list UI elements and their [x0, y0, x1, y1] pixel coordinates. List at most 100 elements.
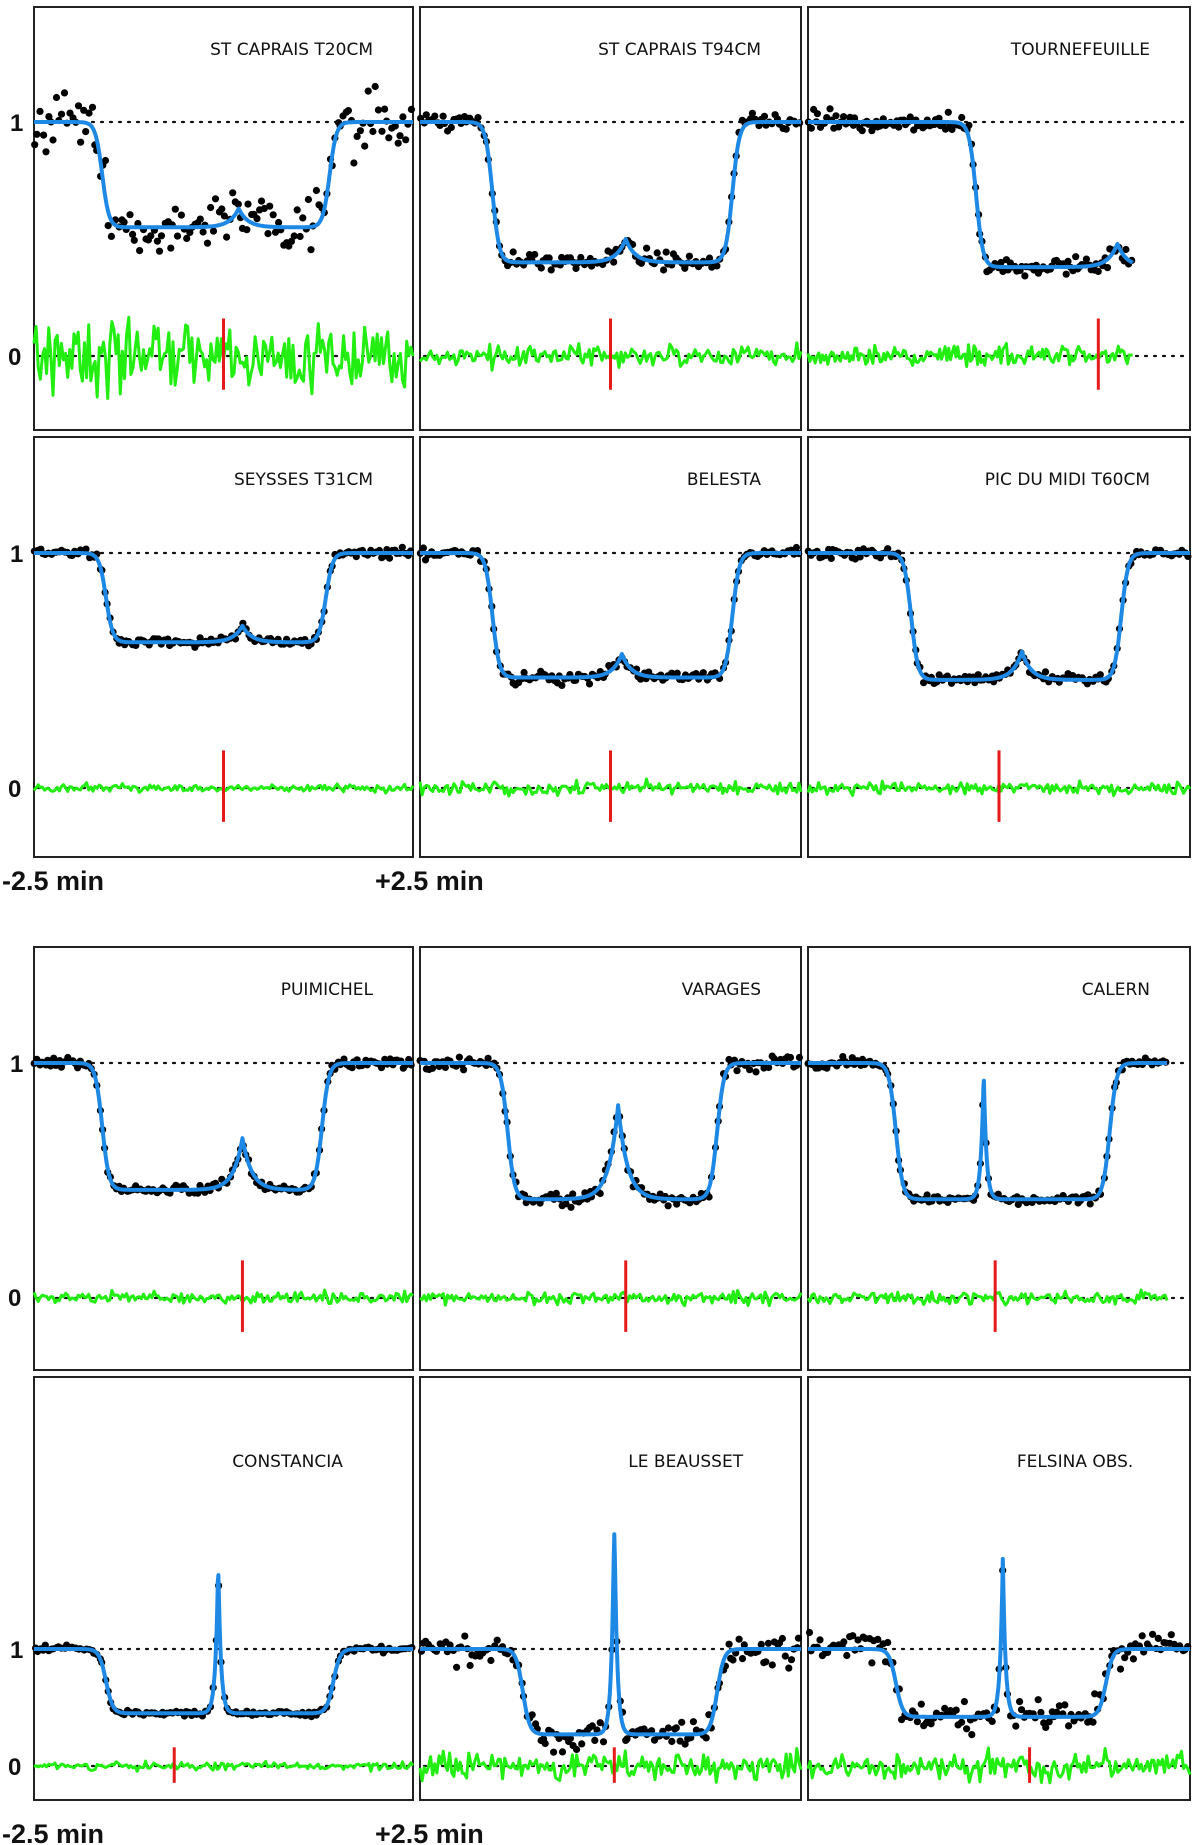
panel-pic-du-midi-t60cm: PIC DU MIDI T60CM — [804, 436, 1192, 858]
data-point — [31, 141, 39, 149]
data-point — [1062, 270, 1070, 278]
data-point — [484, 1054, 492, 1062]
data-point — [840, 1638, 848, 1646]
data-point — [173, 232, 182, 240]
residuals-puimichel — [32, 1288, 414, 1305]
model-fit-puimichel — [32, 1061, 415, 1192]
data-point — [104, 222, 112, 230]
data-point — [196, 215, 204, 223]
data-point — [699, 669, 707, 677]
data-point — [422, 111, 430, 119]
data-point — [573, 1745, 581, 1754]
data-point — [299, 214, 307, 222]
panel-frame-le-beausset — [419, 1376, 802, 1801]
data-point — [136, 247, 144, 255]
panel-frame-puimichel — [33, 946, 414, 1371]
data-point — [374, 106, 382, 114]
data-point — [57, 1063, 65, 1071]
data-point — [1129, 1655, 1137, 1663]
data-points-st-caprais-t20cm — [31, 82, 415, 255]
data-point — [1091, 1690, 1099, 1698]
data-point — [307, 246, 315, 254]
y-tick-zero-row-3: 0 — [8, 1285, 21, 1312]
data-point — [997, 258, 1005, 267]
data-point — [371, 82, 379, 91]
data-point — [653, 249, 661, 257]
data-point — [794, 1634, 803, 1642]
data-point — [528, 1711, 536, 1719]
data-point — [369, 127, 377, 136]
data-point — [637, 675, 645, 683]
data-point — [733, 1067, 741, 1075]
data-point — [101, 156, 110, 165]
residuals-tournefeuille — [806, 342, 1133, 369]
data-point — [843, 1651, 851, 1660]
data-point — [748, 109, 757, 117]
data-point — [155, 247, 164, 255]
data-point — [988, 1717, 996, 1725]
data-point — [269, 211, 277, 219]
data-point — [558, 1748, 567, 1756]
data-point — [713, 262, 721, 270]
data-point — [257, 197, 266, 205]
data-point — [786, 1053, 795, 1062]
panel-frame-tournefeuille — [807, 6, 1191, 431]
data-point — [610, 258, 618, 266]
panel-le-beausset: LE BEAUSSET — [417, 1376, 803, 1801]
panel-frame-calern — [807, 946, 1191, 1371]
data-point — [662, 248, 670, 256]
data-point — [787, 1656, 796, 1664]
data-point — [725, 1055, 733, 1064]
data-point — [275, 218, 283, 227]
x-label-left-top: -2.5 min — [2, 866, 104, 896]
data-point — [762, 1658, 770, 1666]
station-label-varages: VARAGES — [682, 980, 761, 1000]
station-label-seysses-t31cm: SEYSSES T31CM — [234, 470, 373, 490]
data-point — [441, 1063, 449, 1071]
data-point — [740, 1641, 748, 1649]
data-point — [664, 1724, 673, 1732]
data-point — [1041, 668, 1050, 676]
station-label-constancia: CONSTANCIA — [232, 1452, 343, 1472]
data-point — [296, 232, 304, 241]
data-point — [348, 1064, 356, 1072]
y-tick-one-row-4: 1 — [10, 1637, 23, 1664]
data-point — [1012, 1722, 1020, 1730]
station-label-st-caprais-t94cm: ST CAPRAIS T94CM — [598, 40, 761, 60]
data-point — [509, 248, 517, 256]
data-point — [569, 1190, 577, 1198]
data-point — [678, 1718, 686, 1726]
data-point — [52, 93, 61, 102]
residuals-le-beausset — [418, 1747, 803, 1784]
data-point — [1082, 255, 1090, 263]
data-point — [428, 1064, 437, 1072]
data-point — [385, 134, 393, 142]
data-point — [207, 203, 215, 212]
data-point — [781, 1652, 789, 1660]
data-point — [1154, 1634, 1162, 1642]
data-point — [253, 215, 261, 223]
data-point — [243, 226, 251, 234]
data-point — [1084, 1191, 1092, 1199]
data-point — [453, 1663, 461, 1671]
model-fit-st-caprais-t94cm — [418, 120, 803, 265]
data-point — [591, 1736, 599, 1744]
data-point — [1034, 1696, 1042, 1704]
data-point — [692, 670, 700, 678]
data-point — [562, 1200, 570, 1208]
data-point — [840, 113, 848, 121]
data-point — [567, 1203, 575, 1211]
data-point — [577, 253, 585, 262]
data-point — [177, 211, 185, 219]
panel-puimichel: PUIMICHEL — [30, 946, 415, 1371]
model-fit-tournefeuille — [806, 120, 1135, 270]
data-point — [1072, 253, 1080, 261]
data-point — [578, 1740, 586, 1748]
data-point — [229, 189, 237, 197]
data-point — [941, 1704, 949, 1712]
data-point — [377, 1064, 386, 1072]
panel-grid: ST CAPRAIS T20CM ST CAPRAIS T94CM TOURNEFE… — [30, 6, 1192, 1801]
panel-varages: VARAGES — [416, 946, 804, 1371]
data-point — [466, 1661, 474, 1670]
data-point — [752, 1068, 760, 1076]
